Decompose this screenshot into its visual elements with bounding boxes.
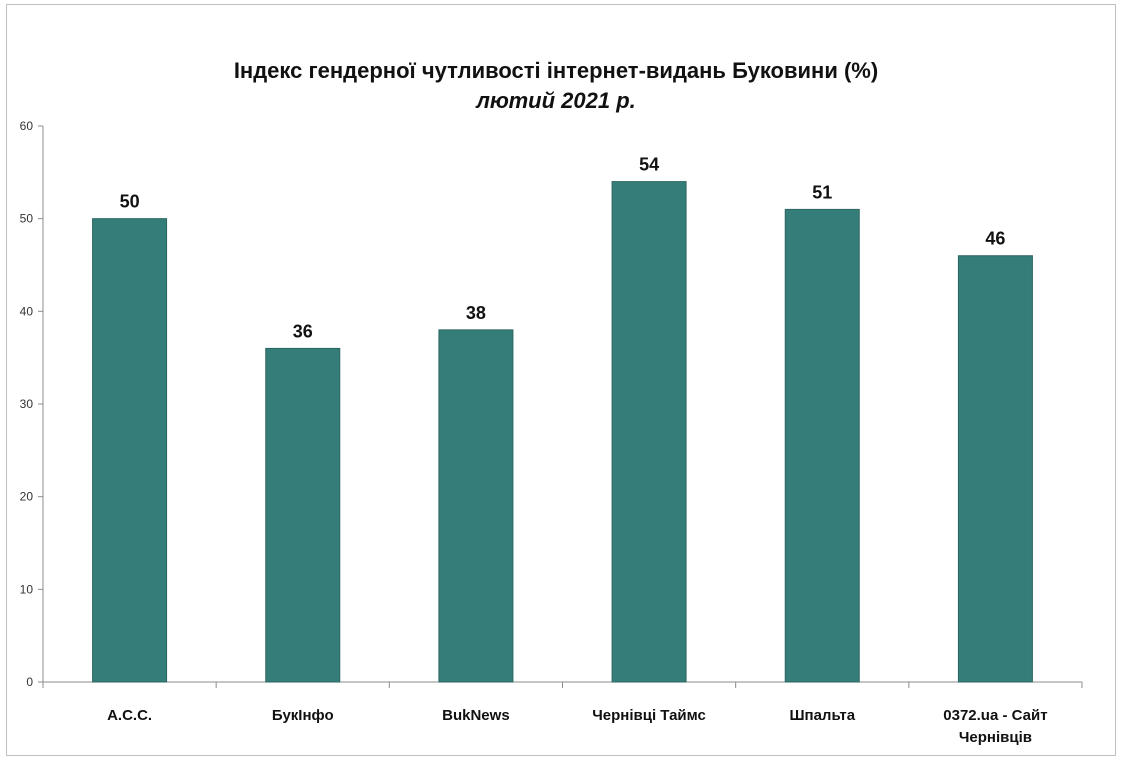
y-tick-label: 50 (20, 212, 34, 226)
bar (784, 208, 860, 683)
chart-title: Індекс гендерної чутливості інтернет-вид… (234, 58, 878, 83)
chart-area (6, 4, 1116, 756)
y-tick-label: 0 (26, 675, 33, 689)
x-tick-label: Чернівців (959, 729, 1032, 746)
data-label: 36 (293, 321, 313, 341)
bars (92, 181, 1033, 683)
y-tick-label: 40 (20, 304, 34, 318)
data-label: 54 (639, 155, 659, 175)
x-tick-label: Чернівці Таймс (592, 707, 706, 724)
bar (438, 329, 514, 683)
x-tick-label: 0372.ua - Сайт (943, 707, 1047, 724)
y-tick-label: 60 (20, 119, 34, 133)
bar (265, 347, 341, 683)
chart-subtitle: лютий 2021 р. (475, 88, 636, 113)
y-tick-label: 10 (20, 582, 34, 596)
axes: 0 10 20 30 40 50 60 (20, 119, 1083, 689)
y-tick-label: 20 (20, 490, 34, 504)
data-label: 38 (466, 303, 486, 323)
labels: 50 А.С.С. 36 БукІнфо 38 BukNews 54 Чернівці Тай… (107, 155, 1047, 746)
x-tick-label: Шпальта (789, 707, 855, 724)
y-tick-label: 30 (20, 397, 34, 411)
bar (611, 181, 687, 683)
bar (957, 255, 1033, 683)
data-label: 51 (812, 182, 832, 202)
x-tick-label: БукІнфо (272, 707, 334, 724)
x-tick-label: BukNews (442, 707, 510, 724)
bar (92, 218, 168, 683)
x-tick-label: А.С.С. (107, 707, 152, 724)
data-label: 46 (985, 229, 1005, 249)
data-label: 50 (120, 192, 140, 212)
